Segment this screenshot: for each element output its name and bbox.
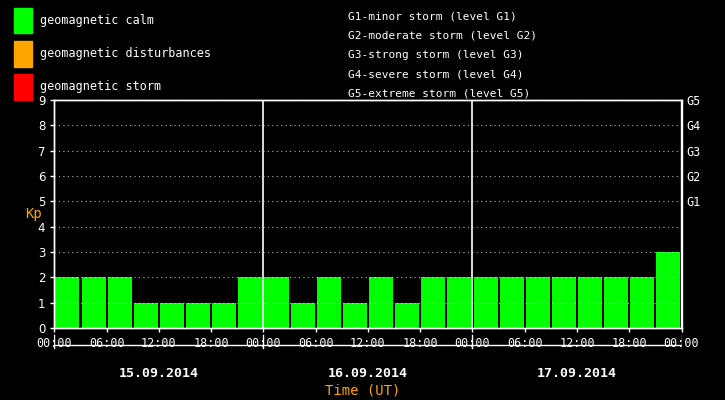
FancyBboxPatch shape bbox=[14, 8, 32, 34]
Bar bbox=[108, 277, 132, 328]
Text: geomagnetic storm: geomagnetic storm bbox=[40, 80, 161, 93]
Bar bbox=[134, 303, 158, 328]
Text: G3-strong storm (level G3): G3-strong storm (level G3) bbox=[348, 50, 523, 60]
Bar bbox=[500, 277, 523, 328]
Bar bbox=[291, 303, 315, 328]
Bar bbox=[186, 303, 210, 328]
Bar bbox=[526, 277, 550, 328]
Bar bbox=[212, 303, 236, 328]
Bar bbox=[395, 303, 419, 328]
Y-axis label: Kp: Kp bbox=[25, 207, 42, 221]
Bar bbox=[239, 277, 262, 328]
Bar bbox=[55, 277, 80, 328]
Text: Time (UT): Time (UT) bbox=[325, 384, 400, 398]
Bar bbox=[578, 277, 602, 328]
Bar bbox=[473, 277, 497, 328]
Text: 17.09.2014: 17.09.2014 bbox=[537, 367, 617, 380]
Text: G1-minor storm (level G1): G1-minor storm (level G1) bbox=[348, 11, 517, 21]
Bar bbox=[552, 277, 576, 328]
Text: 16.09.2014: 16.09.2014 bbox=[328, 367, 408, 380]
Text: 15.09.2014: 15.09.2014 bbox=[119, 367, 199, 380]
FancyBboxPatch shape bbox=[14, 41, 32, 66]
Text: G5-extreme storm (level G5): G5-extreme storm (level G5) bbox=[348, 89, 530, 99]
Bar bbox=[265, 277, 289, 328]
Bar bbox=[656, 252, 681, 328]
Text: G4-severe storm (level G4): G4-severe storm (level G4) bbox=[348, 69, 523, 79]
Text: geomagnetic calm: geomagnetic calm bbox=[40, 14, 154, 27]
Bar bbox=[160, 303, 184, 328]
Bar bbox=[369, 277, 393, 328]
Bar bbox=[447, 277, 471, 328]
FancyBboxPatch shape bbox=[14, 74, 32, 100]
Bar bbox=[604, 277, 628, 328]
Bar bbox=[317, 277, 341, 328]
Bar bbox=[343, 303, 367, 328]
Text: G2-moderate storm (level G2): G2-moderate storm (level G2) bbox=[348, 31, 537, 41]
Bar bbox=[421, 277, 445, 328]
Bar bbox=[630, 277, 655, 328]
Text: geomagnetic disturbances: geomagnetic disturbances bbox=[40, 47, 211, 60]
Bar bbox=[81, 277, 106, 328]
